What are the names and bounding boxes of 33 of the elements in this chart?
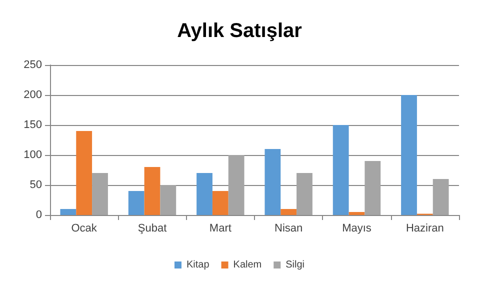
bar: [280, 209, 297, 215]
bar: [348, 212, 365, 215]
bar: [196, 173, 212, 215]
y-tick-label: 200: [24, 89, 42, 101]
y-tick-label: 150: [24, 119, 42, 131]
x-tick-label: Mart: [209, 222, 232, 234]
bar: [160, 185, 176, 215]
bar: [228, 155, 244, 215]
bar: [432, 179, 449, 215]
legend-label: Kalem: [233, 260, 262, 270]
bar: [128, 191, 144, 215]
x-tick-label: Mayıs: [342, 222, 372, 234]
bar: [364, 161, 381, 215]
x-tick-label: Şubat: [138, 222, 167, 234]
legend-label: Silgi: [286, 260, 305, 270]
x-tick-label: Haziran: [406, 222, 444, 234]
bar: [76, 131, 92, 215]
bar: [92, 173, 108, 215]
bar: [212, 191, 228, 215]
y-tick-label: 250: [24, 59, 42, 71]
y-tick-label: 0: [36, 209, 42, 221]
bar: [60, 209, 76, 215]
y-tick-label: 50: [30, 179, 42, 191]
bar: [264, 149, 281, 215]
bar: [332, 125, 349, 215]
chart-title: Aylık Satışlar: [177, 20, 302, 42]
legend-label: Kitap: [186, 260, 210, 270]
bar: [296, 173, 312, 215]
x-tick-label: Nisan: [274, 222, 303, 234]
x-tick-label: Ocak: [71, 222, 98, 234]
bar: [144, 167, 160, 215]
bar: [401, 95, 417, 215]
y-tick-label: 100: [24, 149, 42, 161]
